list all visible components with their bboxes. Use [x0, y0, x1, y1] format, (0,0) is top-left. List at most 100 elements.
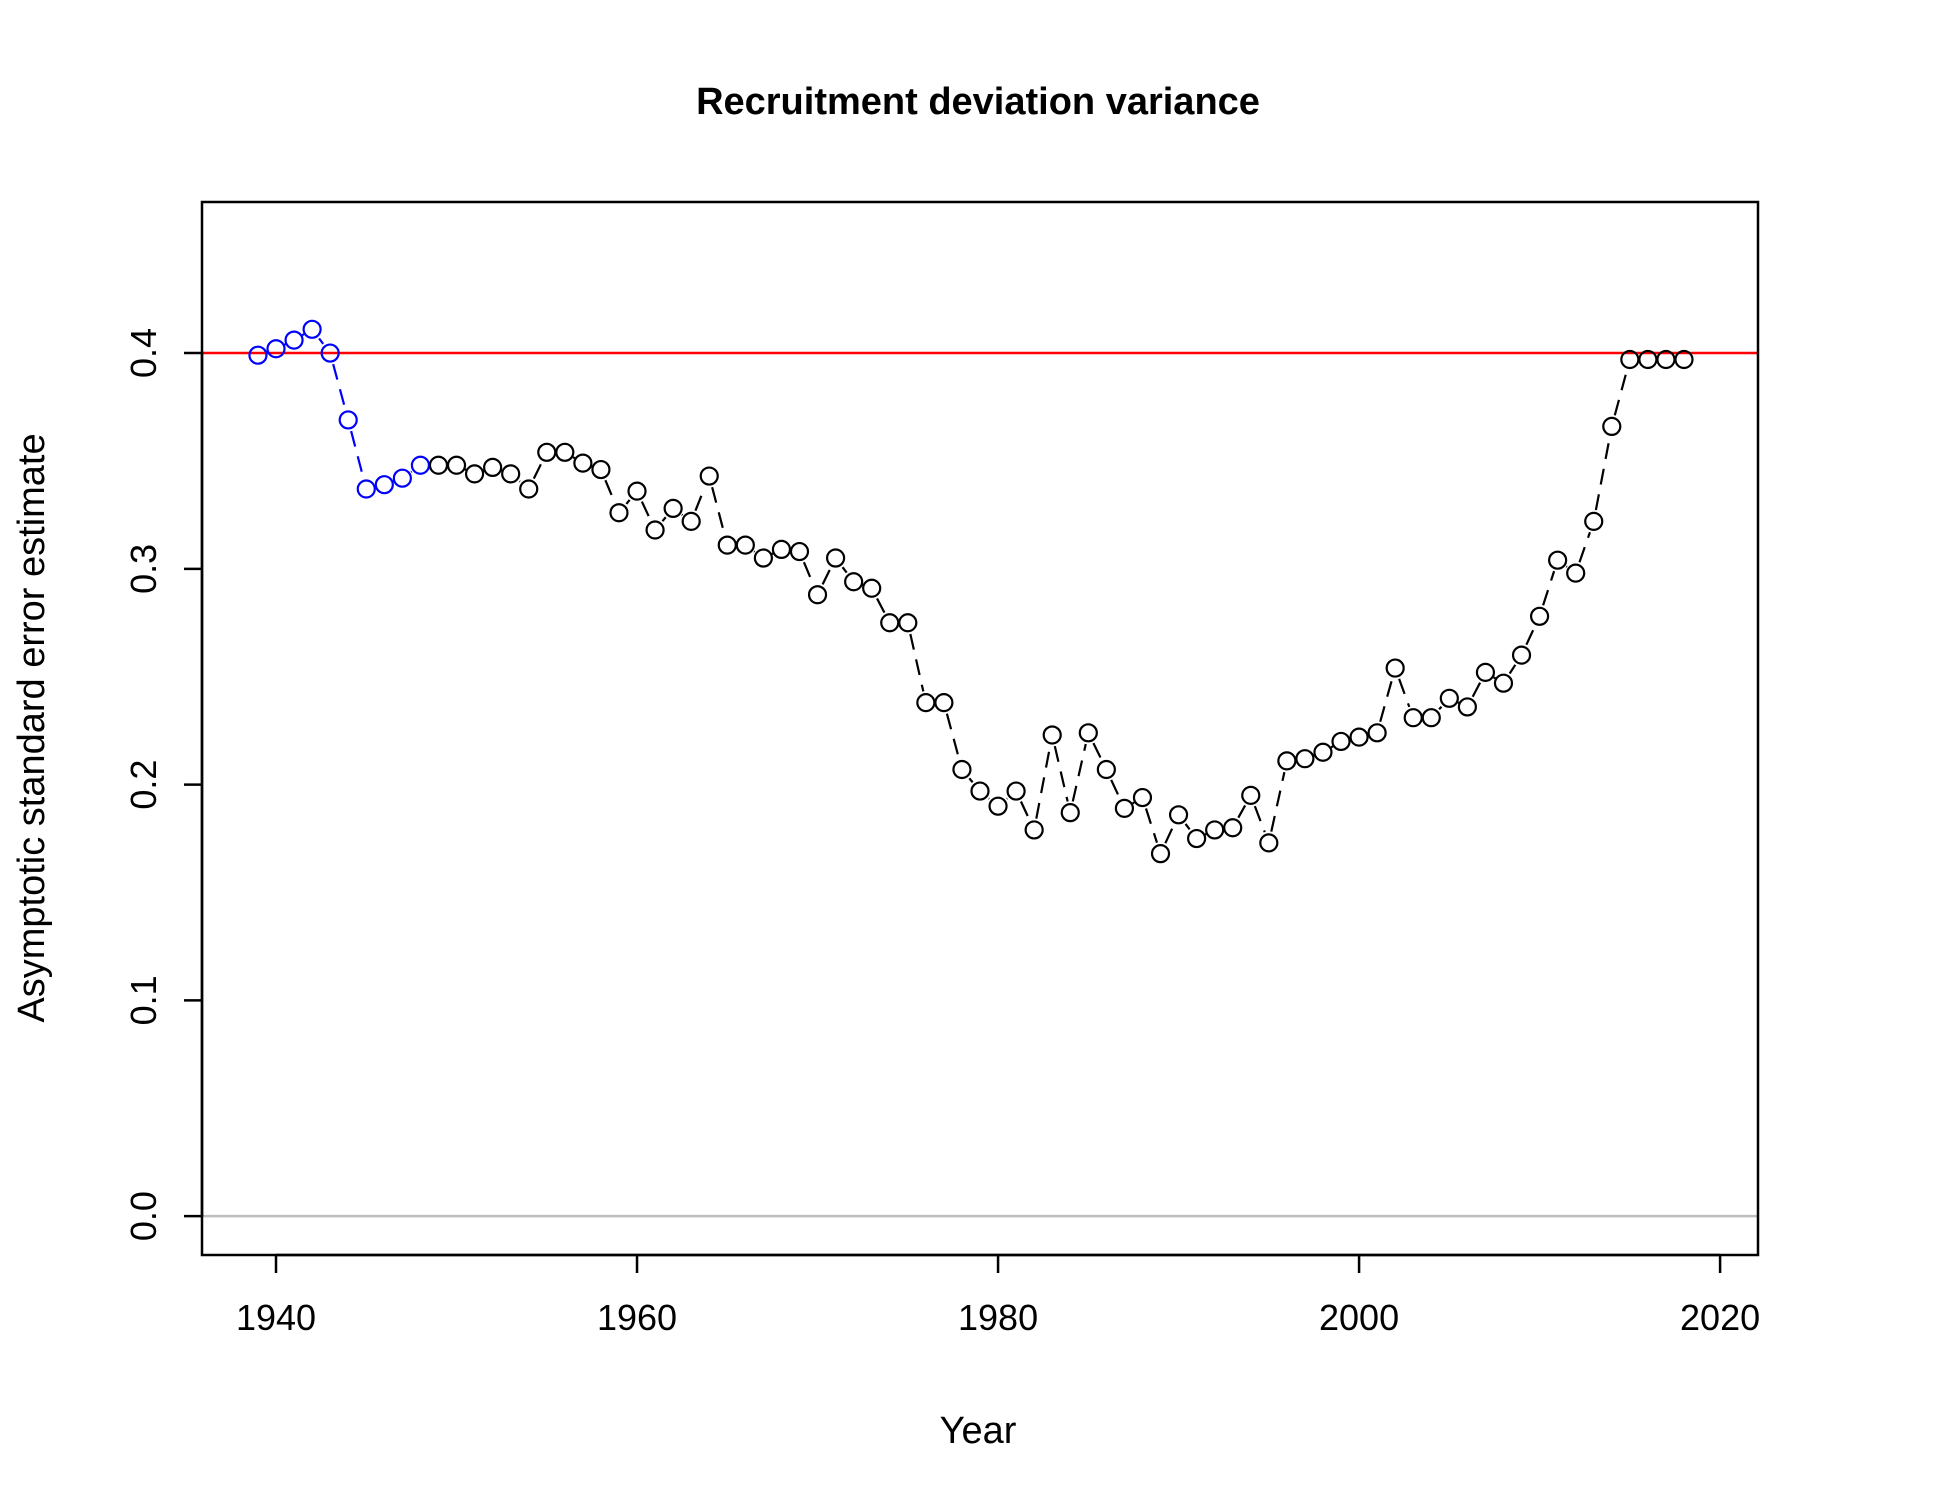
- data-point: [1385, 658, 1405, 678]
- data-point: [1602, 416, 1622, 437]
- series-1-segment: [1330, 745, 1334, 749]
- series-1-segment: [1164, 824, 1175, 844]
- data-point: [1114, 798, 1135, 818]
- series-1-segment: [968, 777, 974, 783]
- data-point: [537, 442, 557, 462]
- data-point: [1187, 828, 1207, 849]
- data-point: [1006, 781, 1026, 801]
- data-point: [1132, 787, 1153, 808]
- data-point: [284, 330, 304, 350]
- y-tick-label: 0.3: [123, 544, 164, 594]
- series-1-segment: [1471, 682, 1482, 698]
- data-point: [844, 572, 864, 592]
- data-point: [1674, 349, 1694, 370]
- data-point: [771, 539, 792, 560]
- series-0-segment: [350, 430, 365, 479]
- series-1-segment: [1379, 678, 1394, 723]
- x-tick-label: 1940: [236, 1297, 316, 1338]
- data-point: [717, 535, 737, 555]
- data-point: [880, 613, 900, 633]
- series-1-segment: [1237, 804, 1247, 819]
- data-point: [1367, 723, 1387, 743]
- data-point: [428, 455, 449, 475]
- series-0: [248, 319, 431, 499]
- series-1-segment: [1398, 678, 1411, 708]
- series-1-segment: [1035, 746, 1052, 819]
- series-1-segment: [640, 501, 652, 521]
- data-point: [1331, 731, 1351, 752]
- y-axis-label: Asymptotic standard error estimate: [11, 433, 53, 1022]
- data-point: [302, 319, 322, 339]
- data-point: [266, 339, 286, 359]
- series-1-segment: [1053, 745, 1069, 802]
- data-point: [1457, 697, 1477, 717]
- plot-area: [202, 319, 1758, 1218]
- x-axis: 1940 1960 1980 2000 2020: [236, 1253, 1760, 1338]
- series-1-segment: [1019, 801, 1031, 820]
- chart-title: Recruitment deviation variance: [696, 81, 1260, 123]
- data-point: [1223, 818, 1243, 838]
- series-1-segment: [841, 566, 848, 574]
- series-1-segment: [694, 486, 707, 512]
- data-point: [1475, 662, 1496, 682]
- data-point: [789, 541, 810, 562]
- series-1-segment: [1253, 805, 1266, 833]
- data-point: [392, 468, 412, 488]
- plot-frame: [200, 200, 1760, 1257]
- data-point: [483, 457, 503, 478]
- data-point: [573, 453, 593, 473]
- series-1-segment: [1438, 705, 1443, 711]
- data-point: [1096, 759, 1116, 780]
- data-point: [1241, 785, 1261, 805]
- series-1-segment: [1184, 823, 1191, 831]
- data-point: [1259, 833, 1279, 853]
- data-point: [753, 548, 773, 568]
- series-1-segment: [1578, 531, 1591, 563]
- series-1-segment: [821, 567, 832, 585]
- data-point: [501, 464, 521, 484]
- data-point: [555, 442, 575, 462]
- data-point: [519, 479, 539, 499]
- data-point: [1313, 742, 1333, 762]
- data-point: [916, 693, 936, 713]
- series-1-segment: [1270, 771, 1286, 832]
- series-1-segment: [572, 456, 576, 460]
- series-1-segment: [711, 486, 726, 535]
- data-point: [1403, 708, 1423, 728]
- data-point: [1584, 511, 1604, 531]
- data-point: [663, 498, 683, 519]
- series-1-segment: [1092, 742, 1103, 760]
- y-tick-label: 0.1: [123, 975, 164, 1025]
- data-point: [645, 520, 665, 540]
- series-1-segment: [1594, 437, 1611, 511]
- series-1-segment: [532, 462, 543, 480]
- data-point: [1493, 673, 1514, 693]
- data-point: [1511, 645, 1532, 665]
- series-1-segment: [876, 597, 886, 614]
- data-point: [952, 759, 972, 780]
- series-1-segment: [1144, 808, 1159, 844]
- x-tick-label: 1980: [958, 1297, 1038, 1338]
- series-1-segment: [1132, 801, 1135, 805]
- data-point: [1349, 727, 1369, 747]
- data-point: [1529, 606, 1550, 626]
- data-point: [1168, 805, 1189, 825]
- series-1-segment: [1493, 676, 1496, 680]
- x-tick-label: 2000: [1319, 1297, 1399, 1338]
- series-1-segment: [1525, 626, 1536, 646]
- data-point: [970, 781, 990, 801]
- series-1-segment: [1110, 779, 1121, 799]
- data-point: [320, 343, 340, 363]
- data-point: [1024, 820, 1044, 840]
- data-point: [591, 459, 611, 480]
- data-point: [862, 578, 882, 598]
- series-1-segment: [661, 516, 667, 522]
- data-point: [464, 464, 485, 484]
- y-tick-label: 0.0: [123, 1191, 164, 1241]
- series-1-segment: [604, 479, 616, 503]
- series-0-segment: [301, 333, 305, 337]
- data-point: [1421, 708, 1441, 728]
- data-point: [807, 585, 828, 605]
- x-axis-label: Year: [940, 1410, 1017, 1452]
